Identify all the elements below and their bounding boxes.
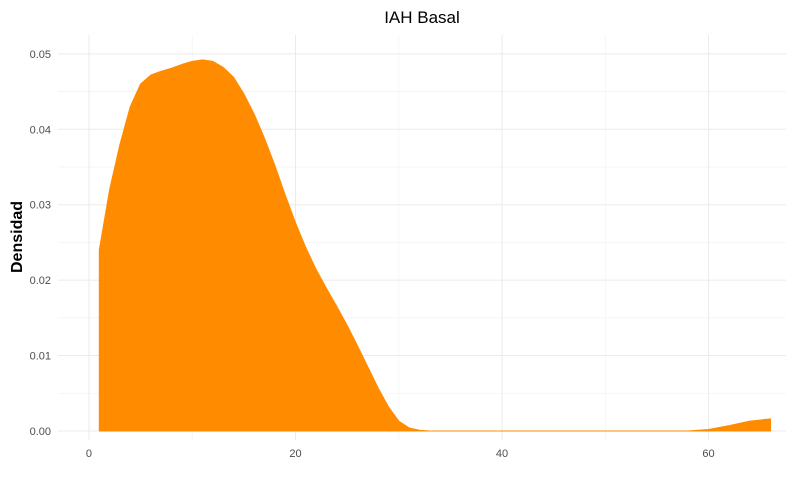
x-tick-label: 0 (86, 448, 92, 460)
y-tick-label: 0.05 (30, 49, 51, 61)
x-axis-ticks: 0 20 40 60 (86, 448, 715, 460)
x-tick-label: 20 (289, 448, 301, 460)
x-tick-label: 60 (702, 448, 714, 460)
y-tick-label: 0.02 (30, 275, 51, 287)
y-tick-label: 0.00 (30, 426, 51, 438)
x-tick-label: 40 (496, 448, 508, 460)
y-tick-label: 0.04 (30, 124, 51, 136)
y-axis-label: Densidad (9, 201, 26, 273)
y-tick-label: 0.01 (30, 351, 51, 363)
chart-title: IAH Basal (384, 8, 460, 27)
y-tick-label: 0.03 (30, 200, 51, 212)
y-axis-ticks: 0.00 0.01 0.02 0.03 0.04 0.05 (30, 49, 51, 438)
density-area (98, 59, 772, 432)
